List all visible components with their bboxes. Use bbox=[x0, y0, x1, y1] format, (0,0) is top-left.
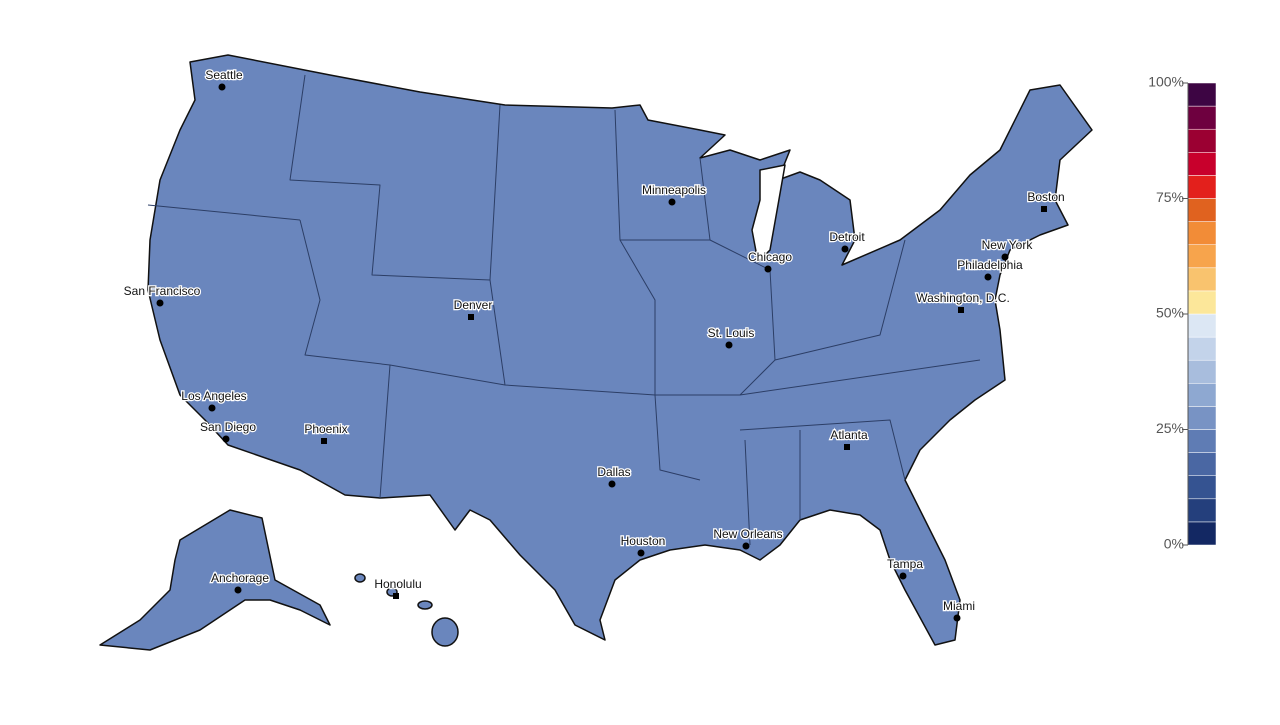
legend-swatch bbox=[1187, 452, 1217, 476]
city-label: Houston bbox=[621, 534, 666, 548]
legend-tick-label: 100% bbox=[1148, 74, 1184, 90]
contiguous-us bbox=[147, 54, 1093, 646]
state-borders bbox=[147, 74, 981, 546]
city-marker bbox=[234, 586, 242, 594]
legend-swatch bbox=[1187, 429, 1217, 453]
legend: 0% 25% 50% 75% 100% bbox=[1148, 74, 1217, 552]
city-marker bbox=[608, 480, 616, 488]
city-marker bbox=[468, 314, 474, 320]
city-marker bbox=[1041, 206, 1047, 212]
city-label: Boston bbox=[1027, 190, 1064, 204]
city-marker bbox=[841, 245, 849, 253]
legend-tick-label: 50% bbox=[1156, 305, 1184, 321]
city-marker bbox=[725, 341, 733, 349]
legend-tick-label: 25% bbox=[1156, 420, 1184, 436]
legend-swatch bbox=[1187, 175, 1217, 199]
legend-swatch bbox=[1187, 290, 1217, 315]
hawaii-island bbox=[354, 573, 366, 583]
city-label: New York bbox=[982, 238, 1034, 252]
legend-swatch bbox=[1187, 498, 1217, 523]
legend-swatch bbox=[1187, 521, 1217, 546]
city-marker bbox=[899, 572, 907, 580]
legend-swatch bbox=[1187, 244, 1217, 269]
city-label: Los Angeles bbox=[181, 389, 246, 403]
city-marker bbox=[742, 542, 750, 550]
legend-swatch bbox=[1187, 128, 1217, 153]
city-label: Tampa bbox=[887, 557, 923, 571]
city-marker bbox=[1001, 253, 1009, 261]
city-label: San Diego bbox=[200, 420, 256, 434]
map-shapes bbox=[99, 54, 1093, 651]
city-marker bbox=[156, 299, 164, 307]
city-label: Washington, D.C. bbox=[916, 291, 1010, 305]
legend-swatch bbox=[1187, 198, 1217, 222]
city-label: Philadelphia bbox=[957, 258, 1023, 272]
city-marker bbox=[984, 273, 992, 281]
city-marker bbox=[208, 404, 216, 412]
legend-swatch bbox=[1187, 383, 1217, 407]
city-marker bbox=[953, 614, 961, 622]
legend-swatch bbox=[1187, 82, 1217, 107]
legend-swatch bbox=[1187, 336, 1217, 361]
city-marker bbox=[222, 435, 230, 443]
legend-swatch bbox=[1187, 267, 1217, 292]
city-marker bbox=[637, 549, 645, 557]
city-marker bbox=[668, 198, 676, 206]
legend-tick-label: 0% bbox=[1164, 536, 1184, 552]
city-label: Honolulu bbox=[374, 577, 421, 591]
alaska bbox=[99, 509, 331, 651]
city-label: Dallas bbox=[597, 465, 630, 479]
lake-michigan bbox=[751, 164, 786, 263]
city-label: San Francisco bbox=[124, 284, 201, 298]
city-label: Seattle bbox=[205, 68, 243, 82]
legend-swatch bbox=[1187, 221, 1217, 245]
legend-swatch bbox=[1187, 359, 1217, 384]
legend-swatch bbox=[1187, 475, 1217, 500]
city-marker bbox=[218, 83, 226, 91]
city-marker bbox=[393, 593, 399, 599]
city-label: Phoenix bbox=[304, 422, 347, 436]
legend-tick-label: 75% bbox=[1156, 189, 1184, 205]
legend-swatch bbox=[1187, 105, 1217, 130]
city-label: Minneapolis bbox=[642, 183, 706, 197]
city-label: Atlanta bbox=[830, 428, 868, 442]
hawaii-island bbox=[417, 600, 433, 610]
legend-swatch bbox=[1187, 313, 1217, 338]
city-layer: Seattle San Francisco Los Angeles San Diego… bbox=[122, 67, 1066, 622]
legend-swatch bbox=[1187, 152, 1217, 176]
city-label: St. Louis bbox=[708, 326, 755, 340]
city-label: Denver bbox=[454, 298, 493, 312]
city-marker bbox=[844, 444, 850, 450]
city-marker bbox=[958, 307, 964, 313]
city-label: New Orleans bbox=[713, 527, 782, 541]
city-label: Detroit bbox=[829, 230, 865, 244]
city-label: Miami bbox=[943, 599, 975, 613]
city-marker bbox=[764, 265, 772, 273]
city-marker bbox=[321, 438, 327, 444]
legend-swatch bbox=[1187, 406, 1217, 430]
hawaii-island bbox=[431, 617, 459, 647]
city-label: Chicago bbox=[748, 250, 792, 264]
city-label: Anchorage bbox=[211, 571, 269, 585]
